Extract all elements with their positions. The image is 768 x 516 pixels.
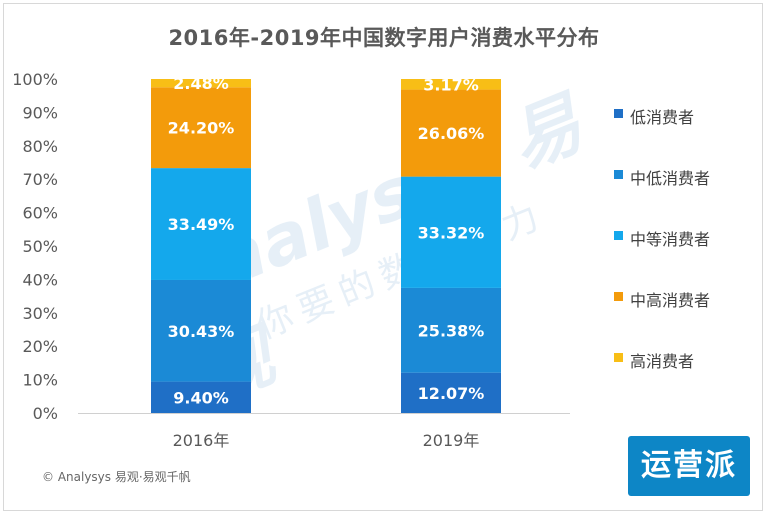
legend-swatch <box>614 109 623 118</box>
bar-segment <box>401 89 501 177</box>
data-label: 3.17% <box>423 75 479 94</box>
y-tick-label: 70% <box>22 170 58 189</box>
legend-label: 中等消费者 <box>630 230 711 249</box>
chart-title: 2016年-2019年中国数字用户消费水平分布 <box>168 26 600 50</box>
data-label: 12.07% <box>418 384 485 403</box>
bar-segment <box>151 279 251 382</box>
bar-segment <box>401 372 501 413</box>
y-tick-label: 50% <box>22 237 58 256</box>
bar-segment <box>401 79 501 90</box>
x-tick-label: 2016年 <box>173 431 230 450</box>
y-tick-label: 60% <box>22 204 58 223</box>
legend-label: 低消费者 <box>630 108 695 127</box>
data-label: 25.38% <box>418 321 485 340</box>
data-label: 9.40% <box>173 388 229 407</box>
bar-segment <box>401 287 501 373</box>
data-label: 33.49% <box>168 215 235 234</box>
y-tick-label: 80% <box>22 137 58 156</box>
legend-label: 中低消费者 <box>630 169 711 188</box>
y-tick-label: 100% <box>12 70 58 89</box>
y-tick-label: 20% <box>22 337 58 356</box>
data-label: 26.06% <box>418 124 485 143</box>
chart-frame <box>3 3 763 511</box>
source-note: © Analysys 易观·易观千帆 <box>42 470 191 484</box>
data-label: 2.48% <box>173 74 229 93</box>
bar-segment <box>151 168 251 280</box>
data-label: 30.43% <box>168 322 235 341</box>
legend-swatch <box>614 292 623 301</box>
data-label: 33.32% <box>418 223 485 242</box>
bar-segment <box>151 87 251 169</box>
legend-swatch <box>614 353 623 362</box>
y-tick-label: 10% <box>22 371 58 390</box>
y-tick-label: 90% <box>22 103 58 122</box>
bar-segment <box>151 381 251 413</box>
y-tick-label: 0% <box>33 404 58 423</box>
bar-segment <box>151 79 251 88</box>
brand-badge: 运营派 <box>628 436 750 496</box>
bar-segment <box>401 176 501 288</box>
legend-label: 高消费者 <box>630 352 695 371</box>
legend-swatch <box>614 170 623 179</box>
legend-swatch <box>614 231 623 240</box>
x-tick-label: 2019年 <box>423 431 480 450</box>
legend-label: 中高消费者 <box>630 291 711 310</box>
data-label: 24.20% <box>168 119 235 138</box>
y-tick-label: 40% <box>22 270 58 289</box>
y-tick-label: 30% <box>22 304 58 323</box>
